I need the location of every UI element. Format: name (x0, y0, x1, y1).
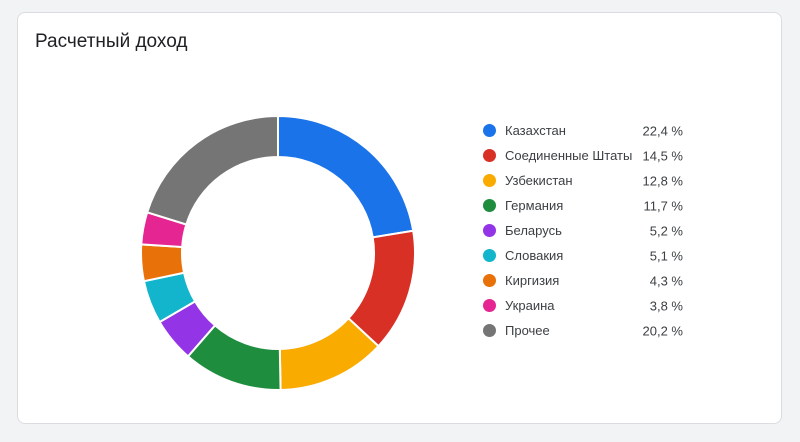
legend-item[interactable]: Украина 3,8 % (483, 293, 683, 318)
legend-value: 12,8 % (642, 173, 683, 188)
legend-label: Прочее (505, 323, 550, 338)
legend-swatch (483, 124, 496, 137)
legend-swatch (483, 199, 496, 212)
legend-value: 22,4 % (642, 123, 683, 138)
legend-item[interactable]: Беларусь 5,2 % (483, 218, 683, 243)
donut-slice[interactable] (145, 114, 279, 226)
legend-swatch (483, 299, 496, 312)
legend-item[interactable]: Киргизия 4,3 % (483, 268, 683, 293)
legend-swatch (483, 274, 496, 287)
legend-value: 20,2 % (642, 323, 683, 338)
legend-value: 14,5 % (642, 148, 683, 163)
legend-item[interactable]: Казахстан 22,4 % (483, 118, 683, 143)
legend-label: Казахстан (505, 123, 566, 138)
estimated-revenue-card: Расчетный доход Казахстан 22,4 % Соедине… (17, 12, 782, 424)
legend-swatch (483, 249, 496, 262)
legend-item[interactable]: Германия 11,7 % (483, 193, 683, 218)
legend-label: Узбекистан (505, 173, 573, 188)
legend-value: 5,2 % (649, 223, 683, 238)
donut-chart (140, 114, 416, 391)
legend-item[interactable]: Прочее 20,2 % (483, 318, 683, 343)
legend-label: Словакия (505, 248, 564, 263)
legend-swatch (483, 224, 496, 237)
legend-swatch (483, 174, 496, 187)
legend-label: Киргизия (505, 273, 560, 288)
donut-slice[interactable] (277, 114, 415, 239)
legend-label: Украина (505, 298, 555, 313)
legend-value: 5,1 % (649, 248, 683, 263)
legend-value: 11,7 % (643, 198, 683, 213)
legend-item[interactable]: Соединенные Штаты 14,5 % (483, 143, 683, 168)
card-title: Расчетный доход (35, 31, 188, 52)
legend-item[interactable]: Узбекистан 12,8 % (483, 168, 683, 193)
legend-value: 4,3 % (649, 273, 683, 288)
chart-legend: Казахстан 22,4 % Соединенные Штаты 14,5 … (483, 118, 683, 343)
legend-label: Соединенные Штаты (505, 148, 633, 163)
legend-item[interactable]: Словакия 5,1 % (483, 243, 683, 268)
legend-swatch (483, 149, 496, 162)
legend-label: Германия (505, 198, 564, 213)
legend-label: Беларусь (505, 223, 562, 238)
legend-value: 3,8 % (649, 298, 683, 313)
legend-swatch (483, 324, 496, 337)
